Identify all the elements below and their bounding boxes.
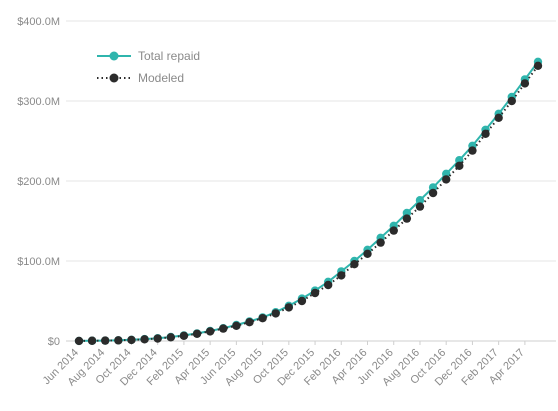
data-point-modeled bbox=[192, 329, 202, 338]
data-point-modeled bbox=[468, 146, 477, 155]
data-point-modeled bbox=[402, 214, 412, 223]
legend-item-modeled: Modeled bbox=[97, 71, 184, 85]
data-point-modeled bbox=[350, 260, 359, 269]
data-point-modeled bbox=[337, 271, 346, 280]
series-line-total-repaid bbox=[78, 61, 539, 342]
data-point-modeled bbox=[507, 96, 516, 106]
y-tick-label: $200.0M bbox=[17, 176, 60, 188]
data-point-modeled bbox=[153, 334, 162, 343]
series-line-modeled bbox=[78, 65, 539, 342]
data-point-modeled bbox=[310, 288, 320, 298]
data-point-modeled bbox=[428, 188, 438, 198]
legend-label-total-repaid: Total repaid bbox=[138, 49, 200, 63]
data-point-modeled bbox=[258, 314, 267, 323]
data-point-modeled bbox=[455, 161, 464, 170]
data-point-modeled bbox=[442, 175, 451, 184]
data-point-modeled bbox=[284, 303, 294, 312]
data-point-modeled bbox=[140, 335, 149, 344]
data-point-modeled bbox=[127, 335, 136, 345]
legend-marker-total-repaid bbox=[109, 51, 119, 61]
data-point-modeled bbox=[74, 336, 84, 346]
data-point-total-repaid bbox=[415, 196, 425, 205]
data-point-modeled bbox=[219, 324, 228, 333]
data-point-modeled bbox=[245, 318, 254, 327]
y-tick-label: $400.0M bbox=[17, 16, 60, 28]
data-point-modeled bbox=[533, 61, 543, 70]
y-tick-label: $0 bbox=[48, 336, 60, 348]
data-point-modeled bbox=[205, 327, 215, 336]
series-layer bbox=[74, 57, 543, 346]
data-point-modeled bbox=[520, 79, 530, 88]
legend-marker-modeled bbox=[109, 73, 119, 83]
legend: Total repaid Modeled bbox=[97, 49, 200, 85]
legend-item-total-repaid: Total repaid bbox=[97, 49, 200, 63]
gridlines bbox=[66, 20, 556, 342]
data-point-modeled bbox=[166, 333, 175, 342]
data-point-modeled bbox=[232, 321, 241, 330]
data-point-modeled bbox=[415, 202, 425, 211]
series-modeled bbox=[74, 61, 543, 346]
data-point-modeled bbox=[179, 331, 189, 340]
legend-label-modeled: Modeled bbox=[138, 71, 184, 85]
data-point-modeled bbox=[494, 113, 503, 123]
data-point-modeled bbox=[271, 309, 280, 318]
y-axis: $0 $100.0M $200.0M $300.0M $400.0M bbox=[17, 16, 60, 348]
data-point-modeled bbox=[389, 226, 398, 235]
y-tick-label: $100.0M bbox=[17, 256, 60, 268]
y-tick-label: $300.0M bbox=[17, 96, 60, 108]
data-point-modeled bbox=[323, 280, 333, 290]
data-point-modeled bbox=[376, 238, 385, 247]
data-point-modeled bbox=[114, 336, 123, 345]
data-point-modeled bbox=[363, 249, 372, 258]
data-point-modeled bbox=[101, 336, 110, 345]
data-point-modeled bbox=[87, 336, 97, 345]
data-point-modeled bbox=[481, 129, 490, 138]
data-point-modeled bbox=[297, 296, 307, 306]
